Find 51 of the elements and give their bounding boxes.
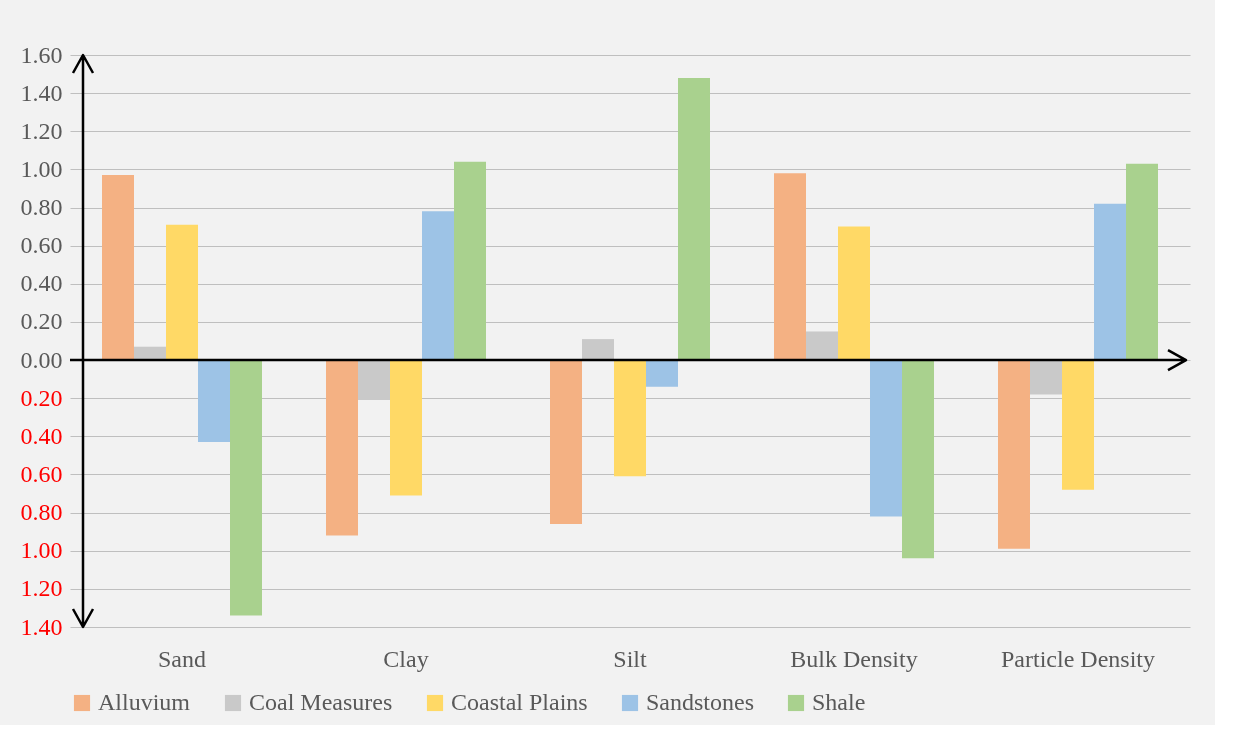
y-tick-label: 1.20 bbox=[20, 575, 63, 602]
y-tick-label: 1.60 bbox=[20, 41, 63, 68]
legend-label: Alluvium bbox=[98, 689, 191, 715]
bar bbox=[998, 360, 1030, 549]
bar bbox=[102, 175, 134, 361]
bar bbox=[1126, 163, 1158, 361]
bar bbox=[838, 226, 870, 361]
bar bbox=[646, 360, 678, 387]
legend-label: Coastal Plains bbox=[451, 689, 588, 715]
bar bbox=[422, 211, 454, 361]
bar bbox=[358, 360, 390, 401]
bar bbox=[230, 360, 262, 616]
y-tick-label: 1.00 bbox=[20, 155, 63, 182]
bar bbox=[774, 173, 806, 361]
legend-label: Coal Measures bbox=[249, 689, 393, 715]
y-tick-label: 0.40 bbox=[20, 270, 63, 297]
y-tick-label: 0.00 bbox=[20, 346, 63, 373]
y-tick-label: 1.20 bbox=[20, 117, 63, 144]
x-tick-label: Clay bbox=[383, 645, 429, 672]
y-tick-label: 1.40 bbox=[20, 613, 63, 640]
bar bbox=[1030, 360, 1062, 395]
bar bbox=[326, 360, 358, 536]
y-tick-label: 0.40 bbox=[20, 422, 63, 449]
y-tick-label: 1.40 bbox=[20, 79, 63, 106]
bar bbox=[390, 360, 422, 496]
y-tick-label: 0.80 bbox=[20, 194, 63, 221]
legend-label: Sandstones bbox=[646, 689, 754, 715]
bar bbox=[550, 360, 582, 525]
bar bbox=[166, 224, 198, 361]
x-tick-label: Sand bbox=[158, 645, 206, 672]
x-tick-label: Particle Density bbox=[1001, 645, 1155, 672]
bar bbox=[582, 339, 614, 361]
bar bbox=[1094, 203, 1126, 361]
bar bbox=[1062, 360, 1094, 490]
bar bbox=[198, 360, 230, 443]
y-tick-label: 1.00 bbox=[20, 537, 63, 564]
bar bbox=[678, 77, 710, 361]
bar bbox=[454, 161, 486, 361]
bar bbox=[870, 360, 902, 517]
x-tick-label: Silt bbox=[613, 645, 647, 672]
bar bbox=[134, 346, 166, 361]
y-tick-label: 0.60 bbox=[20, 232, 63, 259]
bar bbox=[614, 360, 646, 477]
y-tick-label: 0.20 bbox=[20, 308, 63, 335]
bar bbox=[902, 360, 934, 559]
y-tick-label: 0.20 bbox=[20, 384, 63, 411]
legend-label: Shale bbox=[812, 689, 866, 715]
bar bbox=[806, 331, 838, 361]
y-tick-label: 0.80 bbox=[20, 499, 63, 526]
y-tick-label: 0.60 bbox=[20, 460, 63, 487]
x-tick-label: Bulk Density bbox=[790, 645, 918, 672]
